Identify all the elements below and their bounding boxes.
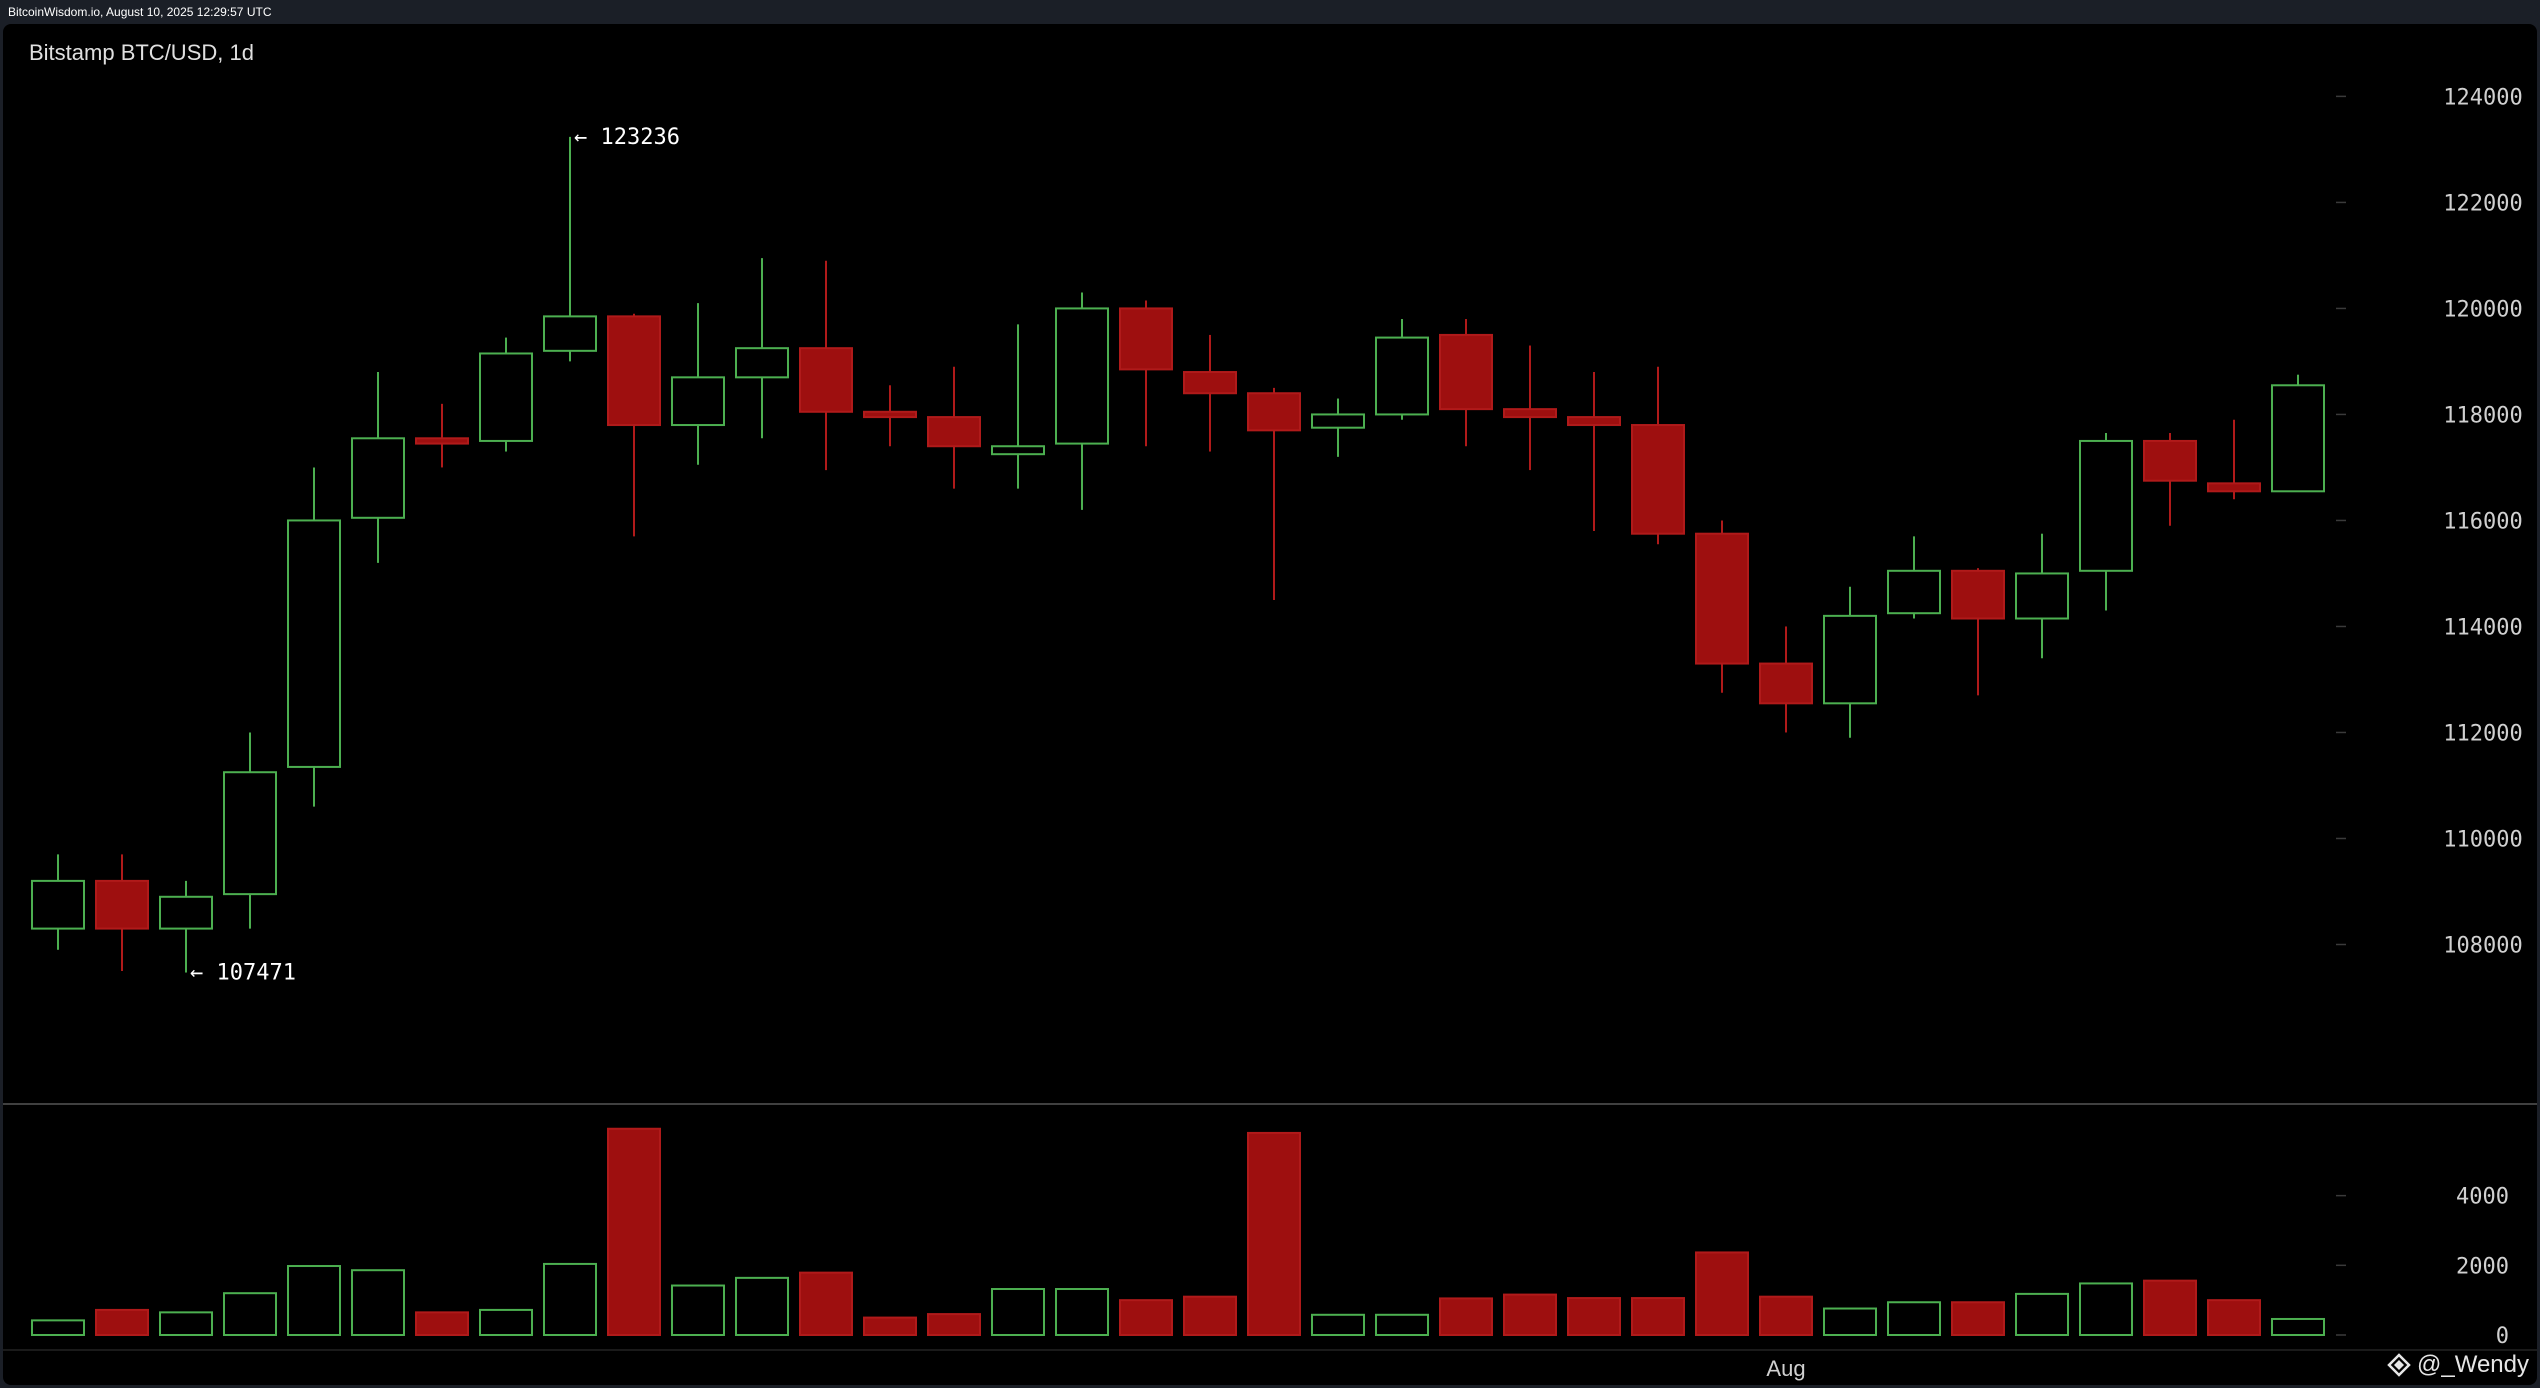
price-tick-label: 124000 [2443,85,2522,110]
volume-bar [671,1284,725,1337]
volume-bar [159,1311,213,1337]
volume-bar [1759,1295,1813,1336]
x-tick-label: Aug [1766,1356,1805,1381]
candle-body [1183,371,1237,395]
price-tick-label: 118000 [2443,403,2522,428]
candle-body [1823,614,1877,705]
candle-body [1119,307,1173,371]
volume-tick-label: 4000 [2456,1185,2509,1210]
candle-body [543,315,597,352]
candle-body [991,445,1045,456]
volume-bar [1183,1295,1237,1336]
candle-body [1503,408,1557,419]
volume-bar [607,1127,661,1337]
candle-body [223,771,277,896]
chart-panel: Bitstamp BTC/USD, 1d 108000 110000 112000 11… [3,24,2537,1385]
volume-bar [351,1269,405,1336]
candle-body [735,347,789,379]
price-tick-label: 108000 [2443,933,2522,958]
price-tick-label: 110000 [2443,827,2522,852]
volume-bar [1695,1251,1749,1336]
diamond-logo-icon [2387,1353,2411,1377]
volume-bar [1311,1313,1365,1337]
volume-bar [735,1276,789,1336]
volume-bar [991,1288,1045,1337]
volume-bar [1823,1307,1877,1337]
candle-body [1567,416,1621,427]
volume-bar [479,1308,533,1337]
volume-bar [287,1265,341,1337]
volume-bar [543,1262,597,1337]
volume-bar [2143,1279,2197,1336]
candle-body [1375,336,1429,416]
volume-tick-label: 2000 [2456,1254,2509,1279]
candle-body [1247,392,1301,432]
chart-title: Bitstamp BTC/USD, 1d [29,40,254,65]
volume-bar [1503,1293,1557,1336]
candle-body [95,879,149,930]
candle-body [863,410,917,419]
volume-bar [927,1313,981,1337]
candle-body [1759,662,1813,705]
candle-body [2207,482,2261,493]
volume-bar [1887,1301,1941,1336]
volume-bar [1567,1297,1621,1336]
candle-body [479,352,533,442]
candle-body [1887,569,1941,615]
price-tick-label: 122000 [2443,191,2522,216]
volume-bar [223,1292,277,1337]
volume-bar [2079,1282,2133,1337]
volume-bar [1247,1131,1301,1336]
volume-bar [415,1311,469,1337]
volume-bar [799,1271,853,1336]
price-annotation: ← 123236 [574,125,680,150]
candle-body [799,347,853,413]
candle-body [1695,532,1749,665]
price-tick-label: 112000 [2443,721,2522,746]
top-bar: BitcoinWisdom.io, August 10, 2025 12:29:… [0,0,2540,24]
volume-bar [1631,1297,1685,1336]
candle-body [671,376,725,427]
candle-body [2079,439,2133,572]
candle-body [2015,572,2069,620]
price-tick-label: 120000 [2443,297,2522,322]
volume-bar [95,1308,149,1337]
candle-body [1439,333,1493,411]
volume-bar [1439,1297,1493,1336]
candle-body [607,315,661,427]
volume-tick-label: 0 [2496,1324,2509,1349]
candle-body [2143,439,2197,482]
candle-body [1631,424,1685,535]
candlestick-chart: Bitstamp BTC/USD, 1d 108000 110000 112000 11… [3,40,2537,1381]
candle-body [415,437,469,445]
volume-bar [2015,1292,2069,1337]
candle-body [1055,307,1109,445]
volume-bar [2271,1317,2325,1337]
candle-body [1311,413,1365,429]
candle-body [351,437,405,519]
candle-body [927,416,981,448]
candle-body [159,895,213,930]
volume-bar [1055,1288,1109,1337]
volume-bar [2207,1299,2261,1336]
volume-bar [863,1316,917,1337]
price-annotation: ← 107471 [190,961,296,986]
source-timestamp: BitcoinWisdom.io, August 10, 2025 12:29:… [8,5,272,19]
candle-body [287,519,341,768]
volume-bar [31,1319,85,1337]
price-tick-label: 116000 [2443,509,2522,534]
watermark-text: @_Wendy [2417,1351,2529,1378]
candle-body [31,879,85,930]
candle-body [1951,569,2005,620]
price-tick-label: 114000 [2443,615,2522,640]
volume-bar [1951,1301,2005,1336]
volume-bar [1119,1299,1173,1336]
watermark: @_Wendy [2387,1351,2529,1379]
volume-bar [1375,1313,1429,1337]
candle-body [2271,384,2325,493]
